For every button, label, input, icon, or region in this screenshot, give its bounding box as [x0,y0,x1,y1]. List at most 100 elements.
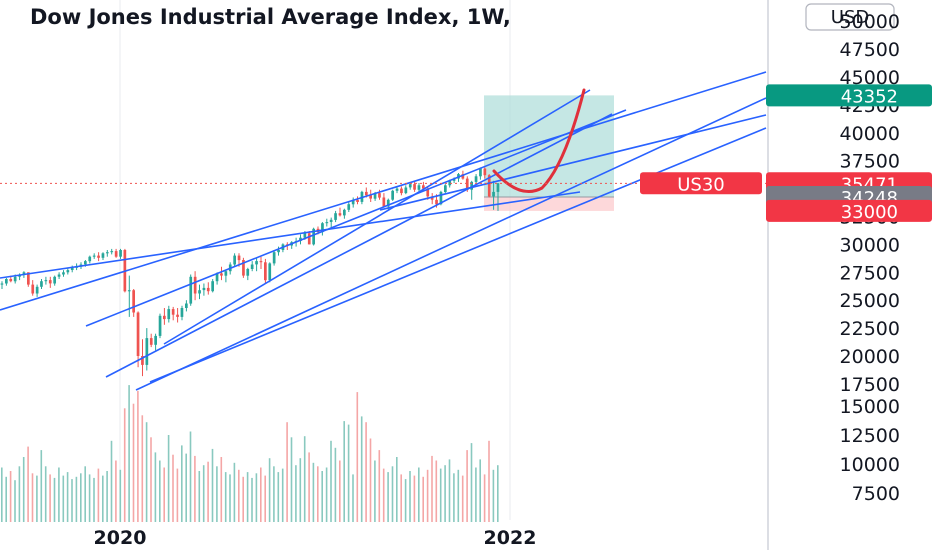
volume-bar [312,462,315,522]
volume-bar [339,460,341,522]
volume-bar [9,471,12,522]
candle-body [22,272,26,275]
candle-body [176,314,179,317]
volume-bar [483,474,486,522]
trendline [0,191,581,279]
candle-body [193,276,197,294]
trendline [163,89,591,345]
volume-bar [246,472,249,522]
candle-body [268,263,272,281]
candle-body [382,197,386,207]
volume-bar [128,385,130,522]
volume-bar [238,469,240,522]
candle-body [136,312,140,356]
candle-body [185,303,188,308]
candle-body [206,287,210,292]
currency-label: USD [831,7,869,28]
candle-body [373,193,377,199]
candle-body [444,185,447,192]
candle-body [53,276,56,284]
candle-body [167,309,171,320]
volume-bar [58,467,60,522]
trendline [135,97,767,391]
volume-bar [189,431,192,522]
volume-bar [396,457,398,522]
volume-bar [251,477,253,522]
volume-bar [444,465,446,522]
candle-body [0,283,4,285]
volume-bar [159,460,161,522]
currency-button[interactable]: USD [805,3,895,31]
price-axis-label: 20000 [840,346,900,368]
volume-bar [356,392,359,522]
volume-bar [466,450,468,522]
candle-body [180,308,184,317]
volume-bar [330,440,332,522]
volume-bar [22,457,25,522]
volume-bar [207,461,209,522]
volume-bar [374,460,376,522]
candle-body [492,191,495,197]
volume-bar [229,474,231,522]
candle-body [145,338,149,365]
volume-bar [317,466,319,522]
candle-body [299,237,302,241]
candle-body [84,261,87,265]
volume-bar [286,422,288,522]
candle-body [426,188,430,197]
volume-bar [479,459,481,522]
candle-body [321,223,324,233]
candle-body [40,281,43,287]
volume-bar [176,468,179,522]
volume-bar [224,472,227,522]
volume-bar [264,475,266,522]
volume-bar [308,452,310,522]
price-axis-label: 22500 [840,318,900,340]
candle-body [101,253,105,258]
volume-bar [211,448,214,522]
volume-bar [167,435,170,522]
volume-bar [369,438,372,522]
volume-bar [334,447,337,522]
price-axis-label: 17500 [840,374,900,396]
price-badge [766,84,932,107]
price-axis-label: 50000 [840,11,900,33]
volume-bar [75,476,78,522]
candle-body [171,309,175,315]
volume-bar [1,467,3,522]
volume-bar [198,471,201,522]
volume-bar [260,467,262,522]
volume-bar [453,473,455,522]
candle-body [347,204,351,210]
price-badge-value: 43352 [841,86,898,107]
volume-bar [413,475,416,522]
volume-bar [97,468,100,522]
candle-body [198,290,201,294]
volume-bar [431,455,433,522]
candle-body [237,255,241,261]
candle-body [452,178,456,181]
volume-bar [49,474,51,522]
trendline [149,127,767,383]
volume-bar [93,477,95,522]
candle-body [97,255,100,258]
candle-body [211,281,214,292]
candle-body [470,181,473,190]
candle-body [325,222,329,224]
volume-bar [145,422,148,522]
candle-body [461,174,465,179]
candle-body [474,176,478,182]
candle-body [88,256,92,262]
volume-bar [255,473,258,522]
volume-bar [44,466,47,522]
candle-body [369,195,372,199]
trendline-drawings[interactable] [0,71,767,391]
volume-bar [27,446,29,522]
candle-body [127,290,131,292]
volume-bar [242,476,244,522]
candle-body [149,338,153,345]
volume-bar [281,468,284,522]
candle-body [57,274,61,277]
